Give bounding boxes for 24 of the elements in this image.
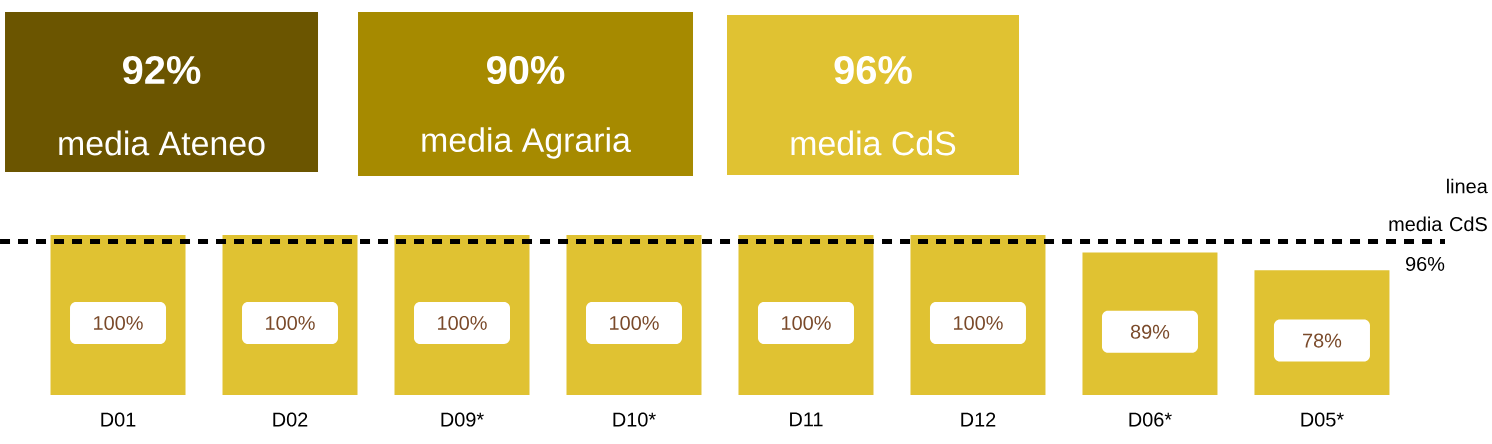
data-label: 100% bbox=[266, 315, 315, 331]
x-tick-label: D10* bbox=[613, 412, 656, 427]
text: 96% bbox=[834, 55, 912, 85]
text: 90% bbox=[487, 55, 565, 85]
x-tick-label: D06* bbox=[1129, 412, 1172, 427]
text: 92% bbox=[123, 55, 201, 85]
data-label: 100% bbox=[782, 315, 831, 331]
data-label: 100% bbox=[94, 315, 143, 331]
text: media Agraria bbox=[422, 127, 631, 159]
data-label: 100% bbox=[954, 315, 1003, 331]
data-label: 100% bbox=[610, 315, 659, 331]
x-tick-label: D09* bbox=[441, 412, 484, 427]
x-tick-label: D11 bbox=[790, 412, 823, 427]
x-tick-label: D01 bbox=[101, 412, 136, 427]
data-label: 100% bbox=[438, 315, 487, 331]
text: media CdS bbox=[791, 130, 956, 156]
text: media Ateneo bbox=[59, 130, 265, 156]
data-label: 78% bbox=[1303, 333, 1342, 348]
x-tick-label: D05* bbox=[1301, 412, 1344, 427]
x-tick-label: D02 bbox=[273, 412, 308, 427]
x-tick-label: D12 bbox=[961, 412, 996, 427]
ref-line-label: linea media CdS bbox=[1389, 178, 1488, 232]
annotation: 96% bbox=[1406, 256, 1445, 271]
data-label: 89% bbox=[1130, 324, 1170, 339]
